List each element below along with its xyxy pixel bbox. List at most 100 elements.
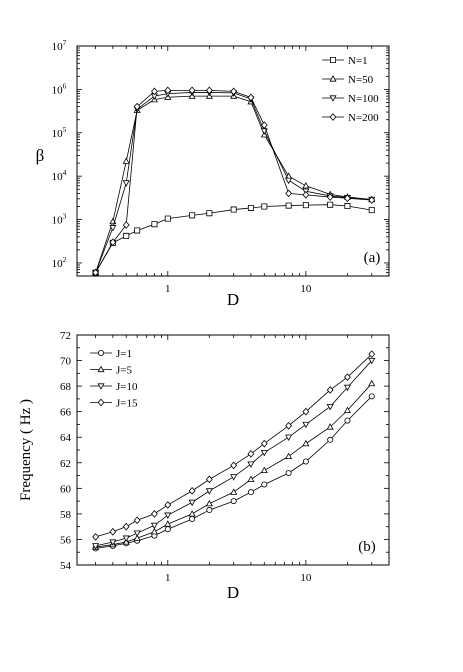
data-point xyxy=(109,539,117,546)
series-line xyxy=(95,92,372,273)
data-point xyxy=(368,357,376,365)
data-point xyxy=(122,157,130,164)
data-point xyxy=(368,393,375,400)
data-point xyxy=(164,86,172,95)
data-point xyxy=(285,177,293,185)
data-point xyxy=(122,180,130,187)
y-tick-base: 10 xyxy=(52,41,64,53)
y-tick-label: 60 xyxy=(60,483,72,495)
data-point xyxy=(133,534,141,541)
y-tick-label: 72 xyxy=(60,330,71,342)
y-tick-label: 106 xyxy=(52,81,67,96)
data-point xyxy=(164,520,172,527)
data-point xyxy=(285,202,292,209)
y-tick-base: 10 xyxy=(52,215,64,227)
data-point xyxy=(285,189,293,198)
y-tick-label: 58 xyxy=(60,509,72,521)
data-point xyxy=(205,475,213,484)
data-point xyxy=(205,488,213,495)
data-point xyxy=(164,526,171,533)
y-tick-label: 107 xyxy=(52,38,67,53)
legend-marker xyxy=(329,95,337,102)
y-tick-exponent: 7 xyxy=(63,38,67,47)
y-tick-base: 10 xyxy=(52,171,64,183)
legend-label: J=5 xyxy=(116,365,132,377)
data-point xyxy=(150,522,158,530)
legend-entry: N=1 xyxy=(322,55,368,67)
data-point xyxy=(285,452,293,459)
panel-label: (b) xyxy=(358,539,376,555)
data-point xyxy=(302,439,310,447)
y-tick-label: 54 xyxy=(60,560,72,572)
legend-entry: N=50 xyxy=(322,74,374,86)
data-point xyxy=(188,510,196,517)
data-point xyxy=(326,423,334,430)
data-point xyxy=(150,527,158,535)
series-line xyxy=(95,360,373,547)
data-point xyxy=(247,449,255,458)
y-tick-label: 104 xyxy=(52,168,67,183)
data-point xyxy=(164,215,171,222)
legend-label: J=15 xyxy=(116,398,138,410)
data-point xyxy=(206,507,213,513)
legend-label: N=100 xyxy=(348,93,379,105)
data-point xyxy=(133,516,141,525)
data-point xyxy=(230,488,238,495)
y-tick-label: 103 xyxy=(52,212,67,227)
y-tick-exponent: 6 xyxy=(63,81,67,90)
y-axis-label: β xyxy=(36,146,45,165)
data-point xyxy=(326,403,334,411)
y-tick-label: 68 xyxy=(60,381,72,393)
legend-entry: J=5 xyxy=(90,365,132,377)
data-point xyxy=(302,421,310,429)
data-point xyxy=(344,194,351,203)
data-point xyxy=(230,474,238,481)
legend-entry: J=15 xyxy=(90,398,138,410)
x-tick-label: 1 xyxy=(165,572,171,584)
panel-label: (a) xyxy=(364,250,381,266)
data-point xyxy=(368,379,376,387)
data-point xyxy=(344,373,351,382)
data-point xyxy=(302,458,309,465)
data-point xyxy=(189,516,196,522)
data-point xyxy=(151,510,158,518)
series-diamond xyxy=(92,86,376,277)
data-point xyxy=(327,436,334,443)
data-point xyxy=(285,470,292,476)
legend-marker xyxy=(97,398,105,407)
data-point xyxy=(123,232,130,239)
data-point xyxy=(247,475,255,482)
series-line xyxy=(95,204,372,273)
legend-label: J=10 xyxy=(116,381,138,393)
y-tick-base: 10 xyxy=(52,84,64,96)
series-line xyxy=(95,396,373,549)
data-point xyxy=(344,203,351,210)
data-point xyxy=(302,191,310,199)
data-point xyxy=(122,522,130,531)
series-diamond xyxy=(92,350,376,541)
data-point xyxy=(122,221,130,229)
legend-marker xyxy=(330,57,336,63)
plot-frame xyxy=(76,45,390,277)
data-point xyxy=(230,87,238,96)
data-point xyxy=(260,121,268,129)
legend-entry: J=10 xyxy=(90,381,138,393)
data-point xyxy=(92,268,99,277)
legend-marker xyxy=(329,75,337,82)
y-tick-base: 10 xyxy=(52,258,64,270)
y-axis-label: Frequency ( Hz ) xyxy=(18,399,34,501)
y-tick-exponent: 5 xyxy=(63,125,67,134)
data-point xyxy=(151,221,158,228)
data-point xyxy=(92,543,100,550)
data-point xyxy=(133,530,141,537)
legend-entry: N=100 xyxy=(322,93,379,105)
legend-entry: J=1 xyxy=(90,348,132,360)
data-point xyxy=(247,489,254,496)
legend-marker xyxy=(97,383,105,390)
data-point xyxy=(205,499,213,507)
data-point xyxy=(260,466,268,474)
data-point xyxy=(230,461,238,470)
legend-label: N=50 xyxy=(348,74,374,86)
data-point xyxy=(92,533,99,541)
